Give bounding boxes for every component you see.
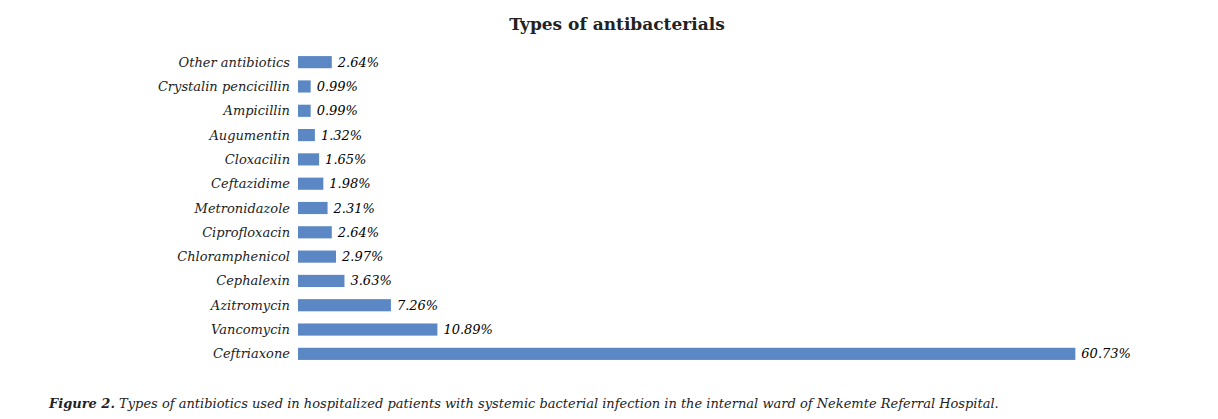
bar (298, 178, 323, 190)
y-tick-label: Metronidazole (194, 201, 291, 216)
y-tick-label: Vancomycin (211, 322, 290, 337)
data-label: 1.32% (321, 128, 362, 143)
caption-part: Figure 2. (48, 396, 115, 411)
y-tick-label: Chloramphenicol (177, 249, 290, 264)
y-tick-label: Crystalin pencicillin (158, 79, 290, 94)
y-tick-label: Ceftazidime (211, 176, 290, 191)
bar (298, 153, 319, 165)
data-label: 7.26% (397, 298, 438, 313)
bar (298, 323, 437, 335)
data-label: 1.65% (325, 152, 366, 167)
bar (298, 251, 336, 263)
y-tick-label: Cephalexin (216, 273, 290, 288)
data-label: 3.63% (350, 273, 391, 288)
data-label: 10.89% (443, 322, 493, 337)
bar (298, 226, 332, 238)
labels: 60.73% Ceftriaxone 10.89% Vancomycin 7.26% Az… (158, 55, 1131, 362)
data-label: 60.73% (1081, 346, 1131, 361)
caption: Figure 2. Types of antibiotics used in h… (48, 396, 999, 411)
bar (298, 129, 315, 141)
data-label: 0.99% (317, 103, 358, 118)
y-tick-label: Azitromycin (210, 298, 290, 313)
bar (298, 275, 344, 287)
caption-part: Types of antibiotics used in hospitalize… (115, 396, 999, 411)
chart: Types of antibacterials 60.73% Ceftriaxone… (0, 0, 1218, 419)
y-tick-label: Augumentin (208, 128, 290, 143)
y-tick-label: Ampicillin (223, 103, 290, 118)
bar (298, 105, 311, 117)
bar (298, 56, 332, 68)
y-tick-label: Cloxacilin (225, 152, 290, 167)
bar (298, 80, 311, 92)
data-label: 2.31% (333, 201, 375, 216)
y-tick-label: Ceftriaxone (213, 346, 290, 361)
data-label: 2.64% (337, 225, 379, 240)
data-label: 2.64% (337, 55, 379, 70)
y-tick-label: Ciprofloxacin (202, 225, 290, 240)
data-label: 1.98% (329, 176, 370, 191)
bar (298, 348, 1075, 360)
bar (298, 299, 391, 311)
title: Types of antibacterials (509, 14, 725, 34)
bar (298, 202, 328, 214)
bars (298, 56, 1075, 360)
y-tick-label: Other antibiotics (179, 55, 291, 70)
data-label: 0.99% (317, 79, 358, 94)
data-label: 2.97% (341, 249, 383, 264)
